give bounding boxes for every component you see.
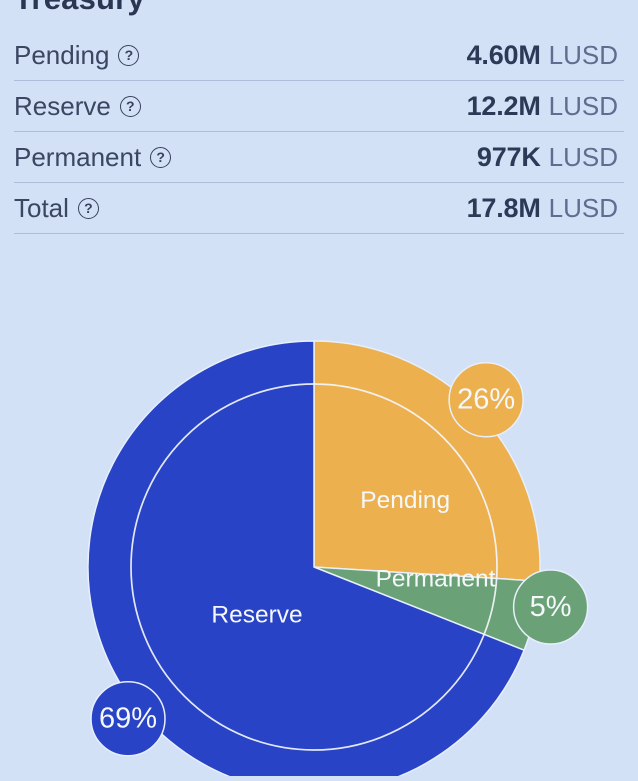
row-unit: LUSD bbox=[548, 90, 618, 121]
row-label: Reserve bbox=[14, 90, 111, 121]
pie-slice-label-permanent: Permanent bbox=[376, 565, 496, 592]
row-unit: LUSD bbox=[548, 192, 618, 223]
question-circle-icon[interactable]: ? bbox=[118, 44, 140, 66]
row-unit: LUSD bbox=[548, 39, 618, 70]
row-value: 4.60M bbox=[466, 39, 541, 70]
row-label: Pending bbox=[14, 39, 110, 70]
question-circle-icon[interactable]: ? bbox=[150, 146, 172, 168]
row-label-group: Permanent ? bbox=[14, 141, 172, 173]
row-label: Permanent bbox=[14, 141, 142, 172]
row-value-group: 4.60M LUSD bbox=[467, 40, 624, 71]
row-value: 17.8M bbox=[466, 192, 541, 223]
row-label-group: Reserve ? bbox=[14, 91, 141, 122]
row-label-group: Total ? bbox=[14, 193, 99, 224]
row-unit: LUSD bbox=[548, 141, 618, 172]
row-value-group: 977K LUSD bbox=[477, 142, 624, 173]
pie-percent-label-permanent: 5% bbox=[530, 591, 572, 623]
pie-slice-label-reserve: Reserve bbox=[211, 602, 302, 629]
pie-percent-label-reserve: 69% bbox=[99, 703, 157, 735]
pie-percent-bubble-reserve bbox=[90, 680, 166, 757]
question-circle-icon[interactable]: ? bbox=[119, 95, 141, 117]
treasury-table: Pending ? 4.60M LUSD Reserve ? 12.2M LUS… bbox=[14, 30, 624, 234]
row-label-group: Pending ? bbox=[14, 39, 140, 71]
table-row: Pending ? 4.60M LUSD bbox=[14, 30, 624, 81]
row-value: 977K bbox=[476, 141, 541, 172]
page-title: Treasury bbox=[14, 0, 145, 17]
pie-inner-ring bbox=[130, 383, 498, 751]
pie-percent-label-pending: 26% bbox=[457, 384, 515, 416]
pie-percent-bubble-permanent bbox=[512, 569, 589, 645]
pie-percent-bubble-pending bbox=[448, 361, 524, 438]
pie-slice-label-pending: Pending bbox=[360, 487, 450, 514]
table-row: Total ? 17.8M LUSD bbox=[14, 183, 624, 234]
table-row: Reserve ? 12.2M LUSD bbox=[14, 81, 624, 132]
row-value-group: 12.2M LUSD bbox=[467, 91, 624, 122]
question-circle-icon[interactable]: ? bbox=[77, 197, 99, 219]
row-label: Total bbox=[14, 192, 69, 223]
table-row: Permanent ? 977K LUSD bbox=[14, 132, 624, 183]
row-value: 12.2M bbox=[466, 90, 541, 121]
row-value-group: 17.8M LUSD bbox=[467, 193, 624, 224]
